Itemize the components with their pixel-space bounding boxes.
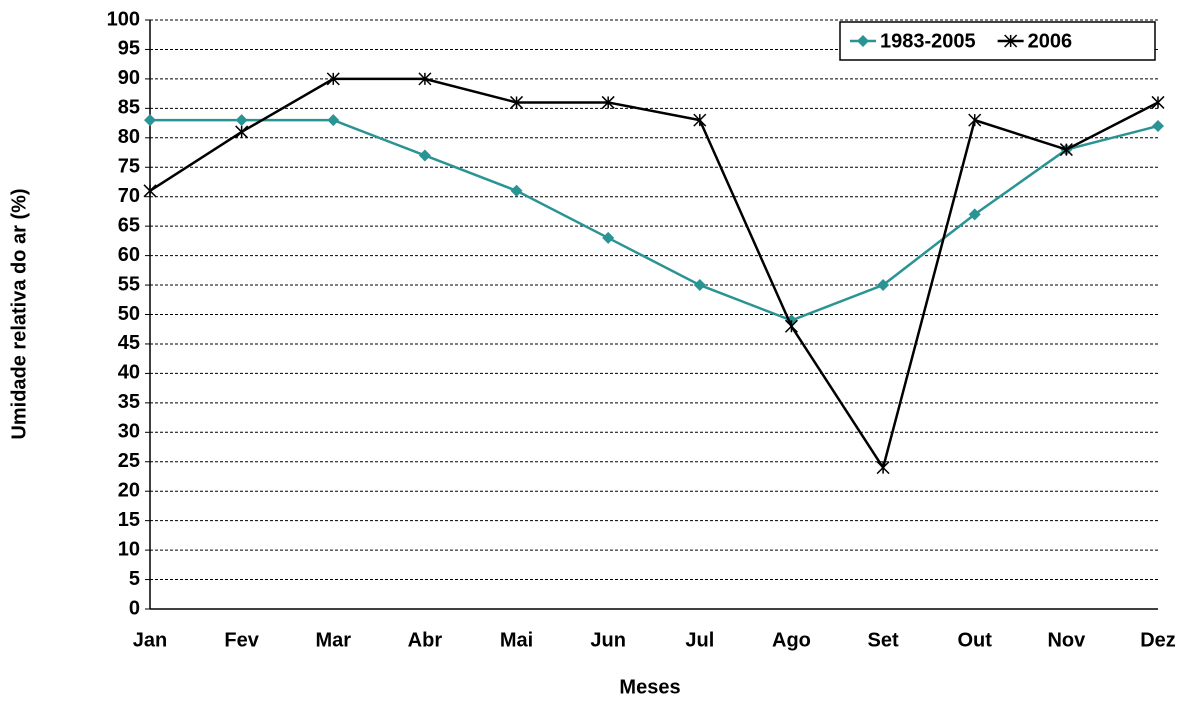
y-tick-label: 70 [118,185,140,207]
y-tick-label: 25 [118,450,140,472]
y-tick-label: 50 [118,303,140,325]
y-tick-label: 30 [118,421,140,443]
y-tick-label: 5 [129,568,140,590]
y-tick-label: 15 [118,509,140,531]
marker [327,114,340,127]
marker [693,279,706,292]
marker [877,279,890,292]
marker [968,113,982,127]
marker [510,95,524,109]
marker [418,72,432,86]
series-line [149,77,1159,471]
x-tick-label: Nov [1047,629,1086,651]
marker [1152,120,1164,133]
marker [326,72,340,86]
y-tick-label: 65 [118,214,140,236]
x-tick-label: Mai [500,629,533,651]
x-tick-label: Out [958,629,993,651]
y-tick-label: 80 [118,126,140,148]
y-tick-label: 100 [107,8,140,30]
marker [876,461,890,475]
y-tick-label: 60 [118,244,140,266]
y-tick-label: 20 [118,479,140,501]
marker [968,208,981,221]
x-tick-label: Fev [224,629,259,651]
y-tick-label: 10 [118,538,140,560]
legend: 1983-2005 2006 [839,21,1156,61]
marker [143,184,157,198]
marker [857,35,869,47]
marker [601,95,615,109]
legend-box [839,21,1156,61]
x-tick-label: Jul [685,629,714,651]
x-tick-label: Abr [408,629,443,651]
marker [1004,34,1018,48]
y-tick-label: 45 [118,332,140,354]
x-tick-label: Mar [315,629,351,651]
x-tick-label: Set [868,629,899,651]
y-axis-label: Umidade relativa do ar (%) [8,188,30,439]
x-axis-label: Meses [619,676,680,698]
marker [1059,143,1073,157]
marker [510,184,523,197]
marker [693,113,707,127]
y-tick-label: 35 [118,391,140,413]
x-tick-label: Ago [772,629,811,651]
x-tick-label: Jan [133,629,167,651]
marker [235,114,248,127]
legend-label: 1983-2005 [880,30,976,52]
y-tick-label: 85 [118,97,140,119]
series-line [150,118,1159,322]
marker [418,149,431,162]
y-tick-label: 0 [129,597,140,619]
x-tick-label: Dez [1140,629,1176,651]
y-tick-label: 95 [118,38,140,60]
marker [1151,95,1165,109]
y-tick-label: 75 [118,156,140,178]
legend-label: 2006 [1028,30,1073,52]
x-tick-label: Jun [590,629,626,651]
y-tick-label: 55 [118,273,140,295]
y-tick-label: 90 [118,67,140,89]
marker [144,114,156,127]
marker [602,231,615,244]
marker [784,319,798,333]
y-tick-label: 40 [118,362,140,384]
marker [235,125,249,139]
